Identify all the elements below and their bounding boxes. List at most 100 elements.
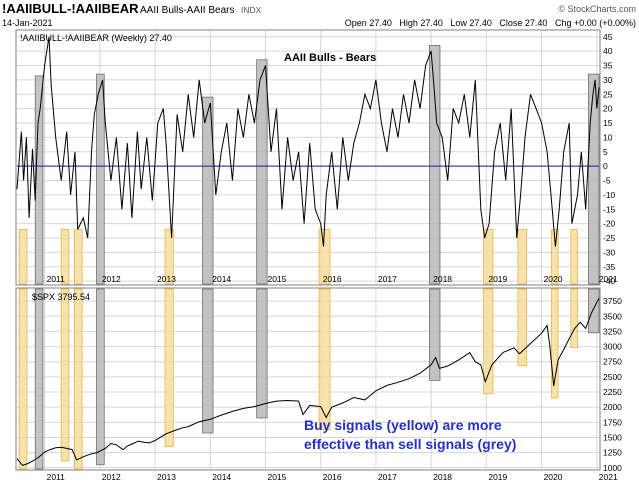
spx-ytick-label: 2250 [603, 387, 622, 397]
sentiment-ytick-label: -15 [603, 204, 616, 214]
sentiment-bands [18, 44, 600, 285]
sentiment-ytick-label: 15 [603, 118, 613, 128]
spx-x-axis: 2011 2012 2013 2014 2015 2016 2017 2018 2019 2020… [47, 472, 618, 482]
sentiment-x-axis: 2011 2012 2013 2014 2015 2016 2017 2018 2019 2020… [47, 274, 618, 284]
spx-yellow-band-4 [318, 288, 331, 430]
sentiment-xtick-label-2020: 2020 [544, 274, 563, 284]
sentiment-yellow-band-1 [60, 228, 70, 285]
spx-ytick-label: 2750 [603, 357, 622, 367]
spx-panel-frame [15, 287, 601, 471]
spx-yellow-band-8 [570, 288, 578, 349]
sentiment-series-line [16, 36, 600, 247]
spx-bands [18, 288, 600, 470]
spx-grey-band-4 [429, 288, 441, 381]
spx-xtick-label-2012: 2012 [102, 472, 121, 482]
spx-yellow-band-2 [74, 288, 83, 470]
sentiment-xtick-label-2021: 2021 [599, 274, 618, 284]
sentiment-xtick-label-2019: 2019 [488, 274, 507, 284]
sentiment-xtick-label-2016: 2016 [323, 274, 342, 284]
spx-xtick-label-2011: 2011 [47, 472, 66, 482]
sentiment-xtick-label-2013: 2013 [157, 274, 176, 284]
spx-yellow-band-7 [551, 288, 559, 399]
spx-ytick-label: 3750 [603, 296, 622, 306]
sentiment-yellow-band-3 [164, 228, 174, 285]
spx-ytick-label: 2500 [603, 372, 622, 382]
sentiment-ytick-label: -20 [603, 219, 616, 229]
header-exchange: INDX [241, 5, 262, 15]
sentiment-grey-band-1 [96, 73, 105, 285]
sentiment-y-axis: 45 40 35 30 25 20 15 10 5 0 -5 -10 -15 -20 -25 -30 -35 -4… [603, 32, 616, 286]
spx-grey-band-1 [96, 288, 105, 466]
sentiment-grey-band-2 [202, 96, 214, 285]
sentiment-xtick-label-2015: 2015 [267, 274, 286, 284]
spx-ytick-label: 2000 [603, 402, 622, 412]
spx-grey-band-5 [588, 288, 600, 334]
spx-xtick-label-2017: 2017 [378, 472, 397, 482]
header-symbol: !AAIIBULL-!AAIIBEAR [2, 1, 139, 16]
spx-xtick-label-2019: 2019 [488, 472, 507, 482]
spx-xtick-label-2020: 2020 [544, 472, 563, 482]
spx-ytick-label: 1000 [603, 463, 622, 473]
sentiment-ytick-label: 10 [603, 132, 613, 142]
sentiment-xtick-label-2012: 2012 [102, 274, 121, 284]
sentiment-yellow-band-0 [18, 228, 28, 285]
spx-xtick-label-2015: 2015 [267, 472, 286, 482]
sentiment-yellow-band-5 [483, 228, 494, 285]
spx-series-line [16, 298, 600, 466]
sentiment-ytick-label: 40 [603, 46, 613, 56]
sentiment-grey-band-3 [256, 59, 268, 285]
sentiment-yellow-band-6 [517, 228, 528, 285]
sentiment-title: AAII Bulls - Bears [284, 52, 376, 64]
sentiment-ytick-label: 5 [603, 147, 608, 157]
spx-xtick-label-2021: 2021 [599, 472, 618, 482]
spx-ytick-label: 1750 [603, 417, 622, 427]
sentiment-legend: !AAIIBULL-!AAIIBEAR (Weekly) 27.40 [20, 33, 172, 43]
spx-xtick-label-2016: 2016 [323, 472, 342, 482]
spx-panel: 3750 3500 3250 3000 2750 2500 2250 2000 1750 1500… [15, 287, 622, 482]
sentiment-ytick-label: -25 [603, 233, 616, 243]
spx-ytick-label: 1500 [603, 432, 622, 442]
sentiment-yellow-band-2 [74, 228, 83, 285]
spx-yellow-band-5 [483, 288, 494, 395]
header-ohlc: Open 27.40 High 27.40 Low 27.40 Close 27… [345, 18, 636, 28]
spx-xtick-label-2013: 2013 [157, 472, 176, 482]
spx-ytick-label: 3000 [603, 342, 622, 352]
sentiment-yellow-band-8 [570, 228, 578, 285]
sentiment-ytick-label: -30 [603, 247, 616, 257]
sentiment-grey-band-4 [429, 44, 441, 285]
sentiment-grey-band-0 [34, 75, 44, 285]
spx-grey-band-0 [34, 288, 44, 470]
sentiment-ytick-label: -35 [603, 262, 616, 272]
spx-y-axis: 3750 3500 3250 3000 2750 2500 2250 2000 1750 1500… [603, 296, 622, 473]
annotation-line2: effective than sell signals (grey) [304, 436, 516, 452]
header-description: AAII Bulls-AAII Bears [140, 5, 234, 16]
annotation-line1: Buy signals (yellow) are more [304, 417, 502, 433]
header-brand: © StockCharts.com [558, 4, 636, 14]
sentiment-xtick-label-2017: 2017 [378, 274, 397, 284]
sentiment-yellow-band-7 [551, 228, 559, 285]
sentiment-ytick-label: 45 [603, 32, 613, 42]
sentiment-panel: 454035302520151050-5-10-15-20-25-30-35-4… [15, 29, 618, 286]
spx-yellow-band-0 [18, 288, 28, 470]
spx-grey-band-2 [202, 288, 214, 434]
spx-ytick-label: 3250 [603, 326, 622, 336]
spx-ytick-label: 3500 [603, 311, 622, 321]
sentiment-xtick-label-2018: 2018 [433, 274, 452, 284]
sentiment-ytick-label: 30 [603, 75, 613, 85]
sentiment-ytick-label: 25 [603, 89, 613, 99]
sentiment-xtick-label-2011: 2011 [47, 274, 66, 284]
sentiment-xtick-label-2014: 2014 [212, 274, 231, 284]
spx-xtick-label-2018: 2018 [433, 472, 452, 482]
spx-legend: $SPX 3795.54 [32, 292, 90, 302]
spx-yellow-band-3 [164, 288, 174, 447]
spx-grey-band-3 [256, 288, 268, 419]
sentiment-ytick-label: 20 [603, 104, 613, 114]
sentiment-ytick-label: -40 [603, 276, 616, 286]
sentiment-ytick-label: -10 [603, 190, 616, 200]
sentiment-ytick-label: 0 [603, 161, 608, 171]
spx-yellow-band-6 [517, 288, 528, 367]
sentiment-grey-band-5 [588, 73, 600, 285]
spx-yellow-band-1 [60, 288, 70, 462]
sentiment-ytick-label: -5 [603, 176, 611, 186]
